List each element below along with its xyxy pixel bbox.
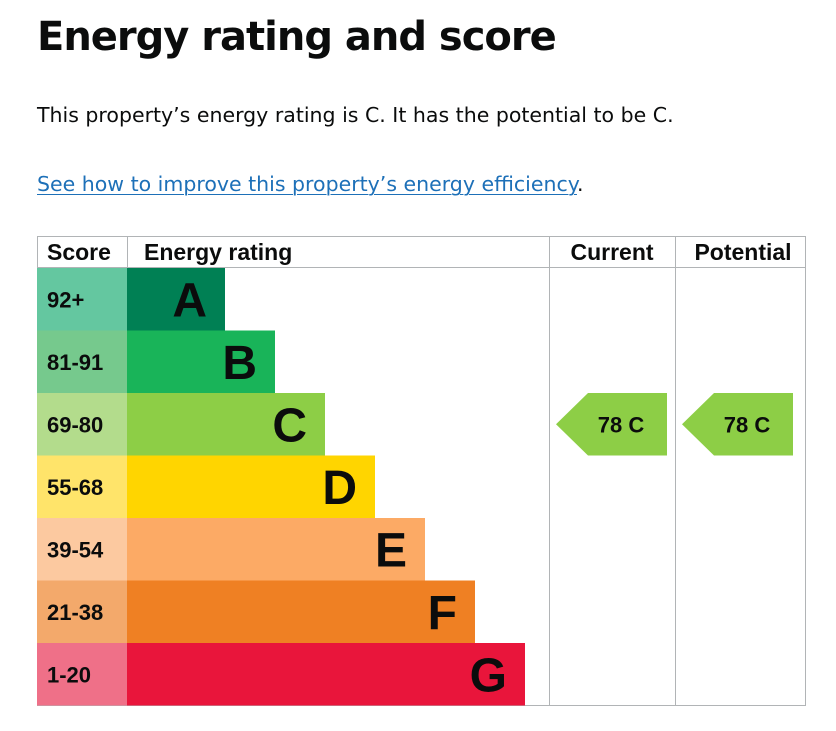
header-current: Current [570,239,653,265]
header-energy-rating: Energy rating [144,239,292,265]
improve-link-row: See how to improve this property’s energ… [37,170,583,198]
rating-summary: This property’s energy rating is C. It h… [37,103,674,127]
score-range-b: 81-91 [47,350,103,375]
header-score: Score [47,239,111,265]
score-range-a: 92+ [47,287,84,312]
rating-bar-d [127,455,375,518]
rating-bar-b [127,330,275,393]
rating-bar-e [127,518,425,581]
rating-letter-f: F [428,587,457,640]
score-cell-a [37,268,127,331]
score-range-f: 21-38 [47,600,103,625]
potential-rating-label: 78 C [724,412,771,437]
rating-markers: 78 C 78 C [556,393,793,456]
improve-efficiency-link[interactable]: See how to improve this property’s energ… [37,172,577,196]
rating-bar-g [127,643,525,706]
link-suffix: . [576,172,584,196]
rating-bands: 92+ A 81-91 B 69-80 C 55-68 D 39-54 E 21-38 F 1-20 G [37,268,525,706]
rating-bar-c [127,393,325,456]
score-cell-b [37,330,127,393]
score-cell-c [37,393,127,456]
potential-marker [682,393,793,456]
score-cell-d [37,455,127,518]
rating-letter-g: G [470,649,507,702]
score-range-c: 69-80 [47,412,103,437]
page-title: Energy rating and score [37,14,557,60]
rating-letter-b: B [222,337,257,390]
rating-letter-c: C [272,399,307,452]
score-range-d: 55-68 [47,475,103,500]
current-rating-label: 78 C [598,412,645,437]
score-cell-e [37,518,127,581]
score-cell-g [37,643,127,706]
rating-letter-d: D [322,462,357,515]
score-range-e: 39-54 [47,537,104,562]
score-range-g: 1-20 [47,662,91,687]
rating-letter-a: A [172,274,207,327]
rating-bar-a [127,268,225,331]
current-marker [556,393,667,456]
rating-bar-f [127,580,475,643]
rating-letter-e: E [375,524,407,577]
score-cell-f [37,580,127,643]
header-potential: Potential [694,239,791,265]
